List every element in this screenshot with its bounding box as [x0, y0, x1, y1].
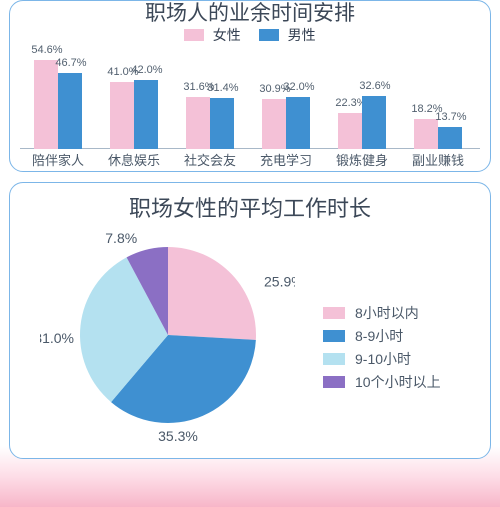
pie-legend-swatch [323, 307, 345, 319]
bar-chart-plot: 54.6%46.7%陪伴家人41.0%42.0%休息娱乐31.6%31.4%社交… [20, 51, 480, 171]
bar-female: 18.2% [414, 119, 438, 149]
bar-value-label: 31.4% [203, 82, 243, 94]
pie-slice-label: 35.3% [158, 428, 198, 444]
pie-chart-legend: 8小时以内 8-9小时 9-10小时 10个小时以上 [323, 300, 441, 395]
bar-chart-legend: 女性 男性 [10, 25, 490, 45]
legend-label-male: 男性 [288, 25, 316, 45]
bar-female: 54.6% [34, 60, 58, 149]
bar-category-label: 社交会友 [172, 150, 248, 169]
bar-category-label: 休息娱乐 [96, 150, 172, 169]
bar-category-label: 陪伴家人 [20, 150, 96, 169]
bar-category-label: 锻炼健身 [324, 150, 400, 169]
pie-legend-swatch [323, 353, 345, 365]
bar-category-label: 充电学习 [248, 150, 324, 169]
bar-male: 32.6% [362, 96, 386, 149]
pie-legend-label: 8小时以内 [355, 303, 419, 323]
bar-female: 30.9% [262, 99, 286, 149]
legend-swatch-male [259, 29, 279, 41]
bar-female: 22.3% [338, 113, 362, 149]
pie-legend-label: 9-10小时 [355, 349, 411, 369]
bar-chart-title: 职场人的业余时间安排 [10, 0, 490, 27]
pie-slice-label: 25.9% [264, 274, 295, 290]
bar-male: 13.7% [438, 127, 462, 149]
bar-value-label: 54.6% [27, 44, 67, 56]
bar-chart-panel: 职场人的业余时间安排 女性 男性 54.6%46.7%陪伴家人41.0%42.0… [9, 0, 491, 172]
pie-legend-row: 9-10小时 [323, 349, 441, 369]
pie-legend-swatch [323, 376, 345, 388]
bar-female: 31.6% [186, 97, 210, 149]
pie-slice [168, 247, 256, 340]
bar-value-label: 46.7% [51, 57, 91, 69]
pie-chart-body: 25.9% 35.3% 31.0% 7.8% 8小时以内 8-9小时 9-10小时 10个小… [10, 225, 490, 450]
pie-legend-swatch [323, 330, 345, 342]
bar-male: 31.4% [210, 98, 234, 149]
pie-slice-label: 31.0% [40, 330, 74, 346]
bar-male: 46.7% [58, 73, 82, 149]
pie-chart-plot: 25.9% 35.3% 31.0% 7.8% [40, 225, 295, 450]
legend-swatch-female [184, 29, 204, 41]
pie-chart-panel: 职场女性的平均工作时长 25.9% 35.3% 31.0% 7.8% 8小时以内 8-9… [9, 182, 491, 459]
pie-legend-row: 8-9小时 [323, 326, 441, 346]
bar-female: 41.0% [110, 82, 134, 149]
pie-legend-label: 10个小时以上 [355, 372, 441, 392]
pie-chart-title: 职场女性的平均工作时长 [10, 191, 490, 223]
bar-male: 32.0% [286, 97, 310, 149]
bar-value-label: 13.7% [431, 111, 471, 123]
pie-legend-label: 8-9小时 [355, 326, 403, 346]
bar-value-label: 32.6% [355, 80, 395, 92]
legend-label-female: 女性 [213, 25, 241, 45]
pie-legend-row: 8小时以内 [323, 303, 441, 323]
bar-value-label: 32.0% [279, 81, 319, 93]
pie-slice-label: 7.8% [105, 230, 137, 246]
bar-value-label: 42.0% [127, 64, 167, 76]
bar-chart-baseline [20, 148, 480, 149]
bar-category-label: 副业赚钱 [400, 150, 476, 169]
bar-male: 42.0% [134, 80, 158, 149]
pie-legend-row: 10个小时以上 [323, 372, 441, 392]
